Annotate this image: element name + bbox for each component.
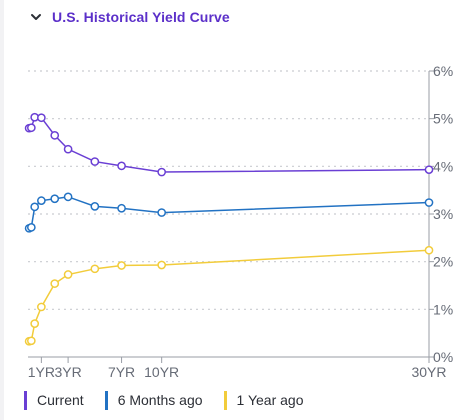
chevron-down-icon[interactable]	[30, 11, 42, 23]
data-point[interactable]	[157, 167, 167, 177]
series-line-0	[28, 116, 430, 173]
data-point[interactable]	[424, 245, 434, 255]
legend-item[interactable]: 1 Year ago	[223, 390, 304, 410]
x-tick-label-1YR: 1YR	[28, 364, 55, 380]
chart-title: U.S. Historical Yield Curve	[52, 9, 230, 25]
y-tick-label: 2%	[433, 254, 453, 270]
data-point[interactable]	[26, 123, 36, 133]
legend-item[interactable]: Current	[24, 390, 84, 410]
data-point[interactable]	[50, 279, 60, 288]
series-line-2	[28, 249, 430, 343]
data-point[interactable]	[90, 202, 100, 211]
legend-label: 1 Year ago	[236, 392, 304, 408]
data-point[interactable]	[26, 222, 36, 232]
y-tick-label: 1%	[433, 301, 453, 317]
data-point[interactable]	[424, 165, 434, 175]
y-tick-label: 5%	[433, 111, 453, 127]
series-line-1	[28, 196, 430, 229]
data-point[interactable]	[63, 192, 73, 202]
data-point[interactable]	[90, 157, 100, 166]
legend-label: Current	[37, 392, 84, 408]
panel-edge	[0, 0, 4, 420]
data-point[interactable]	[30, 319, 40, 328]
data-point[interactable]	[424, 198, 434, 207]
data-point[interactable]	[30, 202, 40, 212]
data-point[interactable]	[63, 270, 73, 279]
data-point[interactable]	[157, 208, 167, 217]
x-tick-label-30YR: 30YR	[411, 364, 446, 380]
x-tick-label-3YR: 3YR	[54, 364, 81, 380]
data-point[interactable]	[117, 261, 126, 270]
data-point[interactable]	[37, 113, 46, 123]
y-tick-label: 3%	[433, 206, 453, 222]
legend-swatch	[223, 390, 227, 410]
x-tick-label-10YR: 10YR	[144, 364, 179, 380]
y-tick-label: 0%	[433, 349, 453, 365]
data-point[interactable]	[26, 336, 36, 346]
chart-legend: Current 6 Months ago 1 Year ago	[24, 388, 325, 412]
data-point[interactable]	[117, 203, 126, 213]
data-point[interactable]	[50, 194, 60, 204]
data-point[interactable]	[157, 260, 167, 270]
data-point[interactable]	[37, 196, 46, 206]
y-tick-label: 6%	[433, 63, 453, 79]
data-point[interactable]	[90, 264, 100, 274]
data-point[interactable]	[63, 144, 73, 154]
legend-swatch	[104, 390, 108, 410]
y-tick-label: 4%	[433, 158, 453, 174]
yield-curve-header[interactable]: U.S. Historical Yield Curve	[30, 9, 230, 25]
data-point[interactable]	[37, 302, 46, 312]
legend-swatch	[24, 390, 27, 410]
legend-label: 6 Months ago	[117, 392, 203, 408]
data-point[interactable]	[50, 131, 60, 140]
legend-item[interactable]: 6 Months ago	[104, 390, 203, 410]
x-tick-label-7YR: 7YR	[108, 364, 135, 380]
data-point[interactable]	[117, 161, 126, 171]
